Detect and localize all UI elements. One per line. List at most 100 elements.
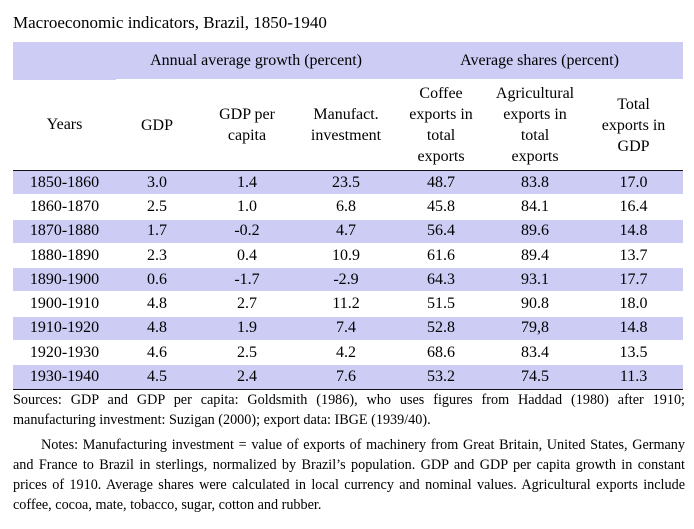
cell-coffee-share: 45.8 — [427, 197, 456, 215]
sources-note: Sources: GDP and GDP per capita: Goldsmi… — [13, 392, 685, 428]
table-row: 1930-1940 4.5 2.4 7.6 53.2 74.5 11.3 — [13, 364, 684, 390]
notes-text: Notes: Manufacturing investment = value … — [13, 437, 685, 513]
cell-total-exports-gdp: 17.7 — [584, 267, 684, 292]
header-line: exports in — [601, 116, 666, 134]
column-header-agricultural-exports: Agricultural exports in total exports — [486, 80, 584, 171]
cell-manufacturing-investment: 4.2 — [336, 343, 357, 361]
cell-coffee-share: 48.7 — [396, 170, 487, 195]
header-line: exports in — [503, 106, 567, 123]
column-header-coffee-exports: Coffee exports in total exports — [396, 80, 486, 171]
cell-years: 1900-1910 — [29, 295, 100, 313]
cell-manufacturing-investment: 4.7 — [296, 219, 397, 244]
header-line: investment — [310, 127, 382, 144]
cell-total-exports-gdp: 14.8 — [584, 316, 684, 341]
header-line: exports in — [409, 106, 473, 123]
cell-gdp-per-capita: 0.4 — [237, 246, 257, 264]
table-row: 1860-1870 2.5 1.0 6.8 45.8 84.1 16.4 — [13, 195, 684, 220]
cell-years: 1930-1940 — [13, 364, 116, 390]
table-row: 1880-1890 2.3 0.4 10.9 61.6 89.4 13.7 — [13, 243, 684, 268]
column-header-manufacturing-investment: Manufact. investment — [296, 80, 396, 171]
cell-gdp: 2.5 — [147, 197, 167, 215]
header-line: exports — [417, 148, 465, 165]
cell-gdp-per-capita: -0.2 — [198, 219, 296, 244]
cell-manufacturing-investment: 11.2 — [332, 295, 360, 313]
column-header-gdp: GDP — [140, 116, 173, 134]
cell-coffee-share: 51.5 — [427, 295, 456, 313]
group-header-growth: Annual average growth (percent) — [116, 42, 397, 80]
cell-gdp: 4.5 — [116, 364, 198, 390]
cell-gdp: 4.6 — [147, 343, 167, 361]
notes-paragraph: Notes: Manufacturing investment = value … — [13, 435, 685, 515]
cell-gdp-per-capita: -1.7 — [198, 267, 296, 292]
cell-gdp-per-capita: 1.0 — [237, 197, 257, 215]
cell-gdp: 4.8 — [147, 295, 167, 313]
cell-years: 1850-1860 — [13, 170, 116, 195]
cell-coffee-share: 52.8 — [396, 316, 487, 341]
column-header-gdp-per-capita: GDP per capita — [198, 80, 296, 171]
cell-gdp-per-capita: 1.4 — [198, 170, 296, 195]
column-header-row: Years GDP GDP per capita Manufact. inves… — [13, 80, 684, 171]
cell-total-exports-gdp: 13.7 — [619, 246, 648, 264]
cell-manufacturing-investment: 7.4 — [296, 316, 397, 341]
cell-agricultural-share: 93.1 — [486, 267, 585, 292]
cell-years: 1880-1890 — [29, 246, 100, 264]
column-header-years: Years — [46, 116, 83, 134]
cell-years: 1920-1930 — [29, 343, 100, 361]
header-line: GDP per — [219, 106, 275, 123]
macroeconomic-table: Annual average growth (percent) Average … — [13, 42, 684, 390]
cell-gdp: 1.7 — [116, 219, 198, 244]
cell-total-exports-gdp: 13.5 — [619, 343, 648, 361]
cell-gdp: 2.3 — [147, 246, 167, 264]
cell-total-exports-gdp: 17.0 — [584, 170, 684, 195]
cell-years: 1910-1920 — [13, 316, 116, 341]
cell-agricultural-share: 83.4 — [521, 343, 550, 361]
cell-gdp: 3.0 — [116, 170, 198, 195]
table-row: 1920-1930 4.6 2.5 4.2 68.6 83.4 13.5 — [13, 341, 684, 365]
table-row: 1870-1880 1.7 -0.2 4.7 56.4 89.6 14.8 — [13, 219, 684, 244]
cell-gdp-per-capita: 1.9 — [198, 316, 296, 341]
header-line: Agricultural — [495, 85, 575, 102]
cell-years: 1870-1880 — [13, 219, 116, 244]
header-line: capita — [227, 127, 267, 144]
column-header-total-exports: Total exports in GDP — [584, 80, 683, 171]
table-row: 1910-1920 4.8 1.9 7.4 52.8 79,8 14.8 — [13, 316, 684, 341]
header-line: Coffee — [419, 85, 463, 102]
cell-years: 1890-1900 — [13, 267, 116, 292]
cell-coffee-share: 61.6 — [427, 246, 456, 264]
cell-total-exports-gdp: 18.0 — [619, 295, 648, 313]
cell-coffee-share: 56.4 — [396, 219, 487, 244]
header-line: GDP — [617, 137, 650, 155]
cell-coffee-share: 68.6 — [427, 343, 456, 361]
cell-agricultural-share: 84.1 — [521, 197, 550, 215]
cell-manufacturing-investment: -2.9 — [296, 267, 397, 292]
cell-agricultural-share: 89.4 — [521, 246, 550, 264]
table-row: 1900-1910 4.8 2.7 11.2 51.5 90.8 18.0 — [13, 292, 684, 317]
cell-total-exports-gdp: 11.3 — [584, 364, 684, 390]
header-line: exports — [511, 148, 559, 165]
cell-gdp: 0.6 — [116, 267, 198, 292]
cell-coffee-share: 64.3 — [396, 267, 487, 292]
cell-manufacturing-investment: 23.5 — [296, 170, 397, 195]
cell-manufacturing-investment: 7.6 — [296, 364, 397, 390]
header-line: total — [426, 127, 456, 144]
group-header-shares: Average shares (percent) — [396, 42, 684, 80]
cell-agricultural-share: 89.6 — [486, 219, 585, 244]
cell-total-exports-gdp: 16.4 — [619, 197, 648, 215]
cell-gdp: 4.8 — [116, 316, 198, 341]
group-header-row: Annual average growth (percent) Average … — [13, 42, 684, 80]
cell-total-exports-gdp: 14.8 — [584, 219, 684, 244]
cell-years: 1860-1870 — [29, 197, 100, 215]
cell-gdp-per-capita: 2.4 — [198, 364, 296, 390]
cell-gdp-per-capita: 2.7 — [237, 295, 257, 313]
group-header-spacer — [13, 42, 116, 80]
cell-agricultural-share: 90.8 — [521, 295, 550, 313]
table-row: 1890-1900 0.6 -1.7 -2.9 64.3 93.1 17.7 — [13, 267, 684, 292]
header-line: Total — [617, 95, 650, 113]
header-line: Manufact. — [313, 106, 379, 123]
cell-manufacturing-investment: 6.8 — [336, 197, 357, 215]
cell-manufacturing-investment: 10.9 — [332, 246, 361, 264]
cell-agricultural-share: 74.5 — [486, 364, 585, 390]
cell-coffee-share: 53.2 — [396, 364, 487, 390]
header-line: total — [520, 127, 550, 144]
